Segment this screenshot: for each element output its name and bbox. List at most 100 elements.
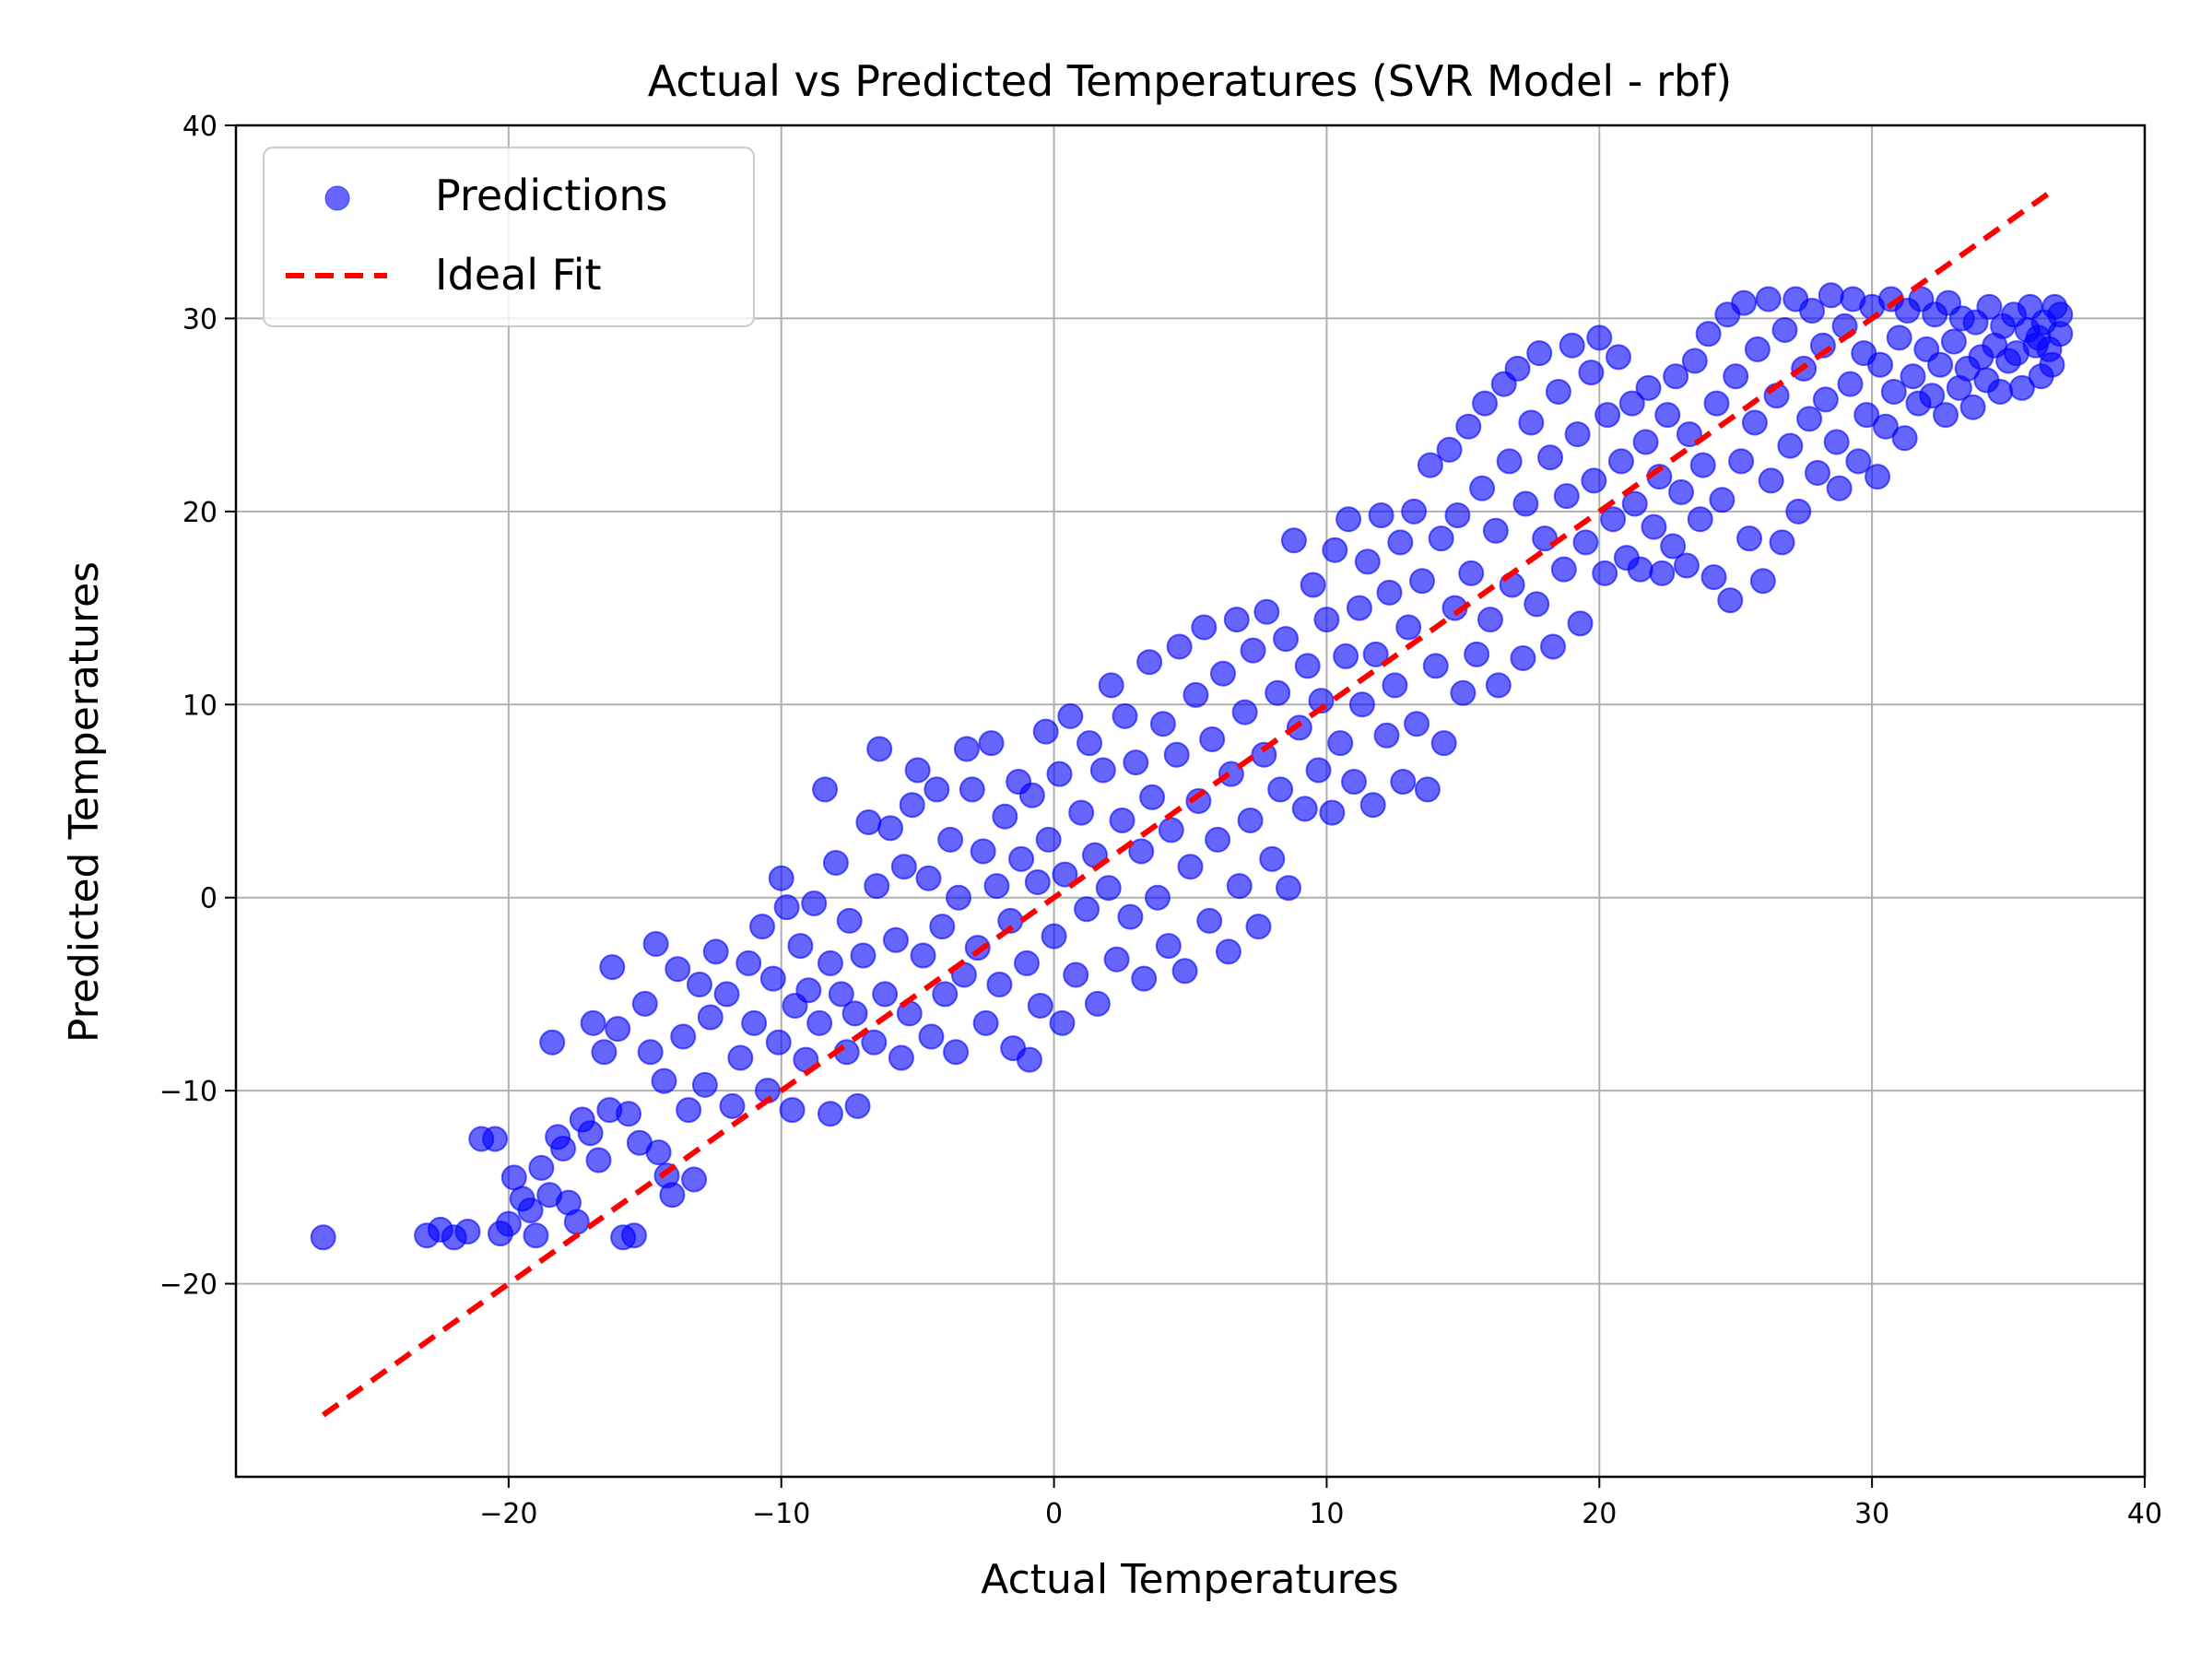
scatter-point [1695, 321, 1722, 348]
scatter-point [1618, 390, 1645, 417]
scatter-point [915, 865, 942, 891]
x-tick-label: 40 [2127, 1498, 2162, 1530]
scatter-point [1158, 817, 1184, 843]
scatter-point [585, 1147, 612, 1174]
scatter-point [1052, 861, 1078, 888]
scatter-point [877, 815, 904, 842]
scatter-point [1063, 961, 1089, 988]
y-tick-label: 10 [182, 690, 218, 722]
scatter-point [1755, 286, 1782, 313]
scatter-point [844, 1092, 871, 1119]
scatter-point [1959, 394, 1986, 420]
scatter-point [801, 890, 828, 916]
scatter-point [1300, 572, 1326, 598]
scatter-point [964, 935, 991, 961]
scatter-point [1123, 749, 1149, 776]
scatter-point [1322, 537, 1348, 563]
scatter-point [929, 914, 956, 940]
scatter-point [1136, 649, 1163, 676]
scatter-point [1013, 949, 1040, 976]
scatter-point [1210, 660, 1237, 687]
scatter-point [806, 1009, 833, 1036]
scatter-point [1703, 390, 1730, 417]
scatter-point [1253, 598, 1280, 625]
scatter-point [1594, 402, 1621, 429]
scatter-point [1163, 741, 1190, 768]
scatter-point [550, 1135, 577, 1162]
scatter-point [1872, 413, 1899, 440]
chart-title: Actual vs Predicted Temperatures (SVR Mo… [648, 56, 1732, 106]
scatter-point [1223, 607, 1250, 633]
scatter-point [1567, 610, 1594, 637]
scatter-point [1900, 363, 1926, 390]
scatter-point [1333, 643, 1359, 669]
scatter-point [855, 809, 882, 836]
scatter-point [735, 949, 762, 976]
scatter-point [1313, 607, 1340, 633]
scatter-point [890, 854, 917, 880]
scatter-point [1709, 487, 1735, 513]
scatter-point [1286, 714, 1312, 741]
scatter-point [959, 776, 985, 803]
scatter-point [1291, 796, 1318, 822]
legend-box [263, 147, 755, 327]
scatter-point [1700, 564, 1727, 591]
scatter-point [1621, 490, 1648, 517]
scatter-point [1777, 432, 1804, 459]
scatter-point [1607, 448, 1634, 475]
scatter-point [1818, 282, 1844, 309]
scatter-point [1641, 513, 1667, 540]
scatter-point [882, 926, 909, 953]
scatter-point [1976, 293, 2003, 320]
scatter-point [1717, 587, 1744, 614]
scatter-point [970, 838, 996, 865]
scatter-point [1477, 607, 1503, 633]
scatter-point [670, 1023, 697, 1050]
scatter-point [1144, 884, 1171, 911]
y-tick-label: 30 [182, 303, 218, 336]
scatter-point [1886, 324, 1912, 351]
scatter-point [697, 1004, 724, 1031]
scatter-point [1401, 498, 1428, 525]
scatter-point [1267, 776, 1294, 803]
scatter-point [768, 865, 794, 891]
scatter-point [616, 1101, 642, 1127]
scatter-point [1430, 730, 1457, 757]
scatter-point [454, 1219, 481, 1245]
scatter-point [1139, 784, 1166, 810]
scatter-point [992, 803, 1018, 830]
scatter-point [773, 894, 800, 921]
scatter-point [1518, 409, 1545, 436]
scatter-point [1335, 506, 1362, 533]
scatter-point [1537, 444, 1564, 471]
scatter-point [1027, 992, 1053, 1019]
scatter-point [495, 1210, 522, 1237]
scatter-point [659, 1182, 686, 1209]
scatter-point [1240, 637, 1266, 664]
scatter-point [1771, 316, 1798, 343]
scatter-point [1987, 379, 2014, 406]
scatter-point [1654, 402, 1681, 429]
scatter-point [1196, 907, 1223, 934]
scatter-point [1276, 875, 1302, 902]
scatter-point [645, 1139, 672, 1166]
scatter-point [1660, 533, 1687, 560]
scatter-point [1553, 483, 1580, 510]
scatter-point [1428, 525, 1454, 552]
scatter-point [1084, 990, 1111, 1017]
scatter-point [577, 1120, 604, 1147]
scatter-point [1305, 757, 1332, 784]
scatter-point [1919, 383, 1946, 409]
scatter-point [1845, 448, 1872, 475]
legend-label-predictions: Predictions [435, 171, 667, 220]
scatter-point [1390, 769, 1417, 796]
scatter-point [591, 1039, 618, 1066]
scatter-point [1687, 506, 1713, 533]
scatter-point [1348, 691, 1375, 718]
scatter-point [1510, 645, 1536, 672]
scatter-point [1736, 525, 1763, 552]
scatter-point [765, 1029, 792, 1056]
scatter-point [817, 1101, 843, 1127]
scatter-point [1512, 490, 1539, 517]
